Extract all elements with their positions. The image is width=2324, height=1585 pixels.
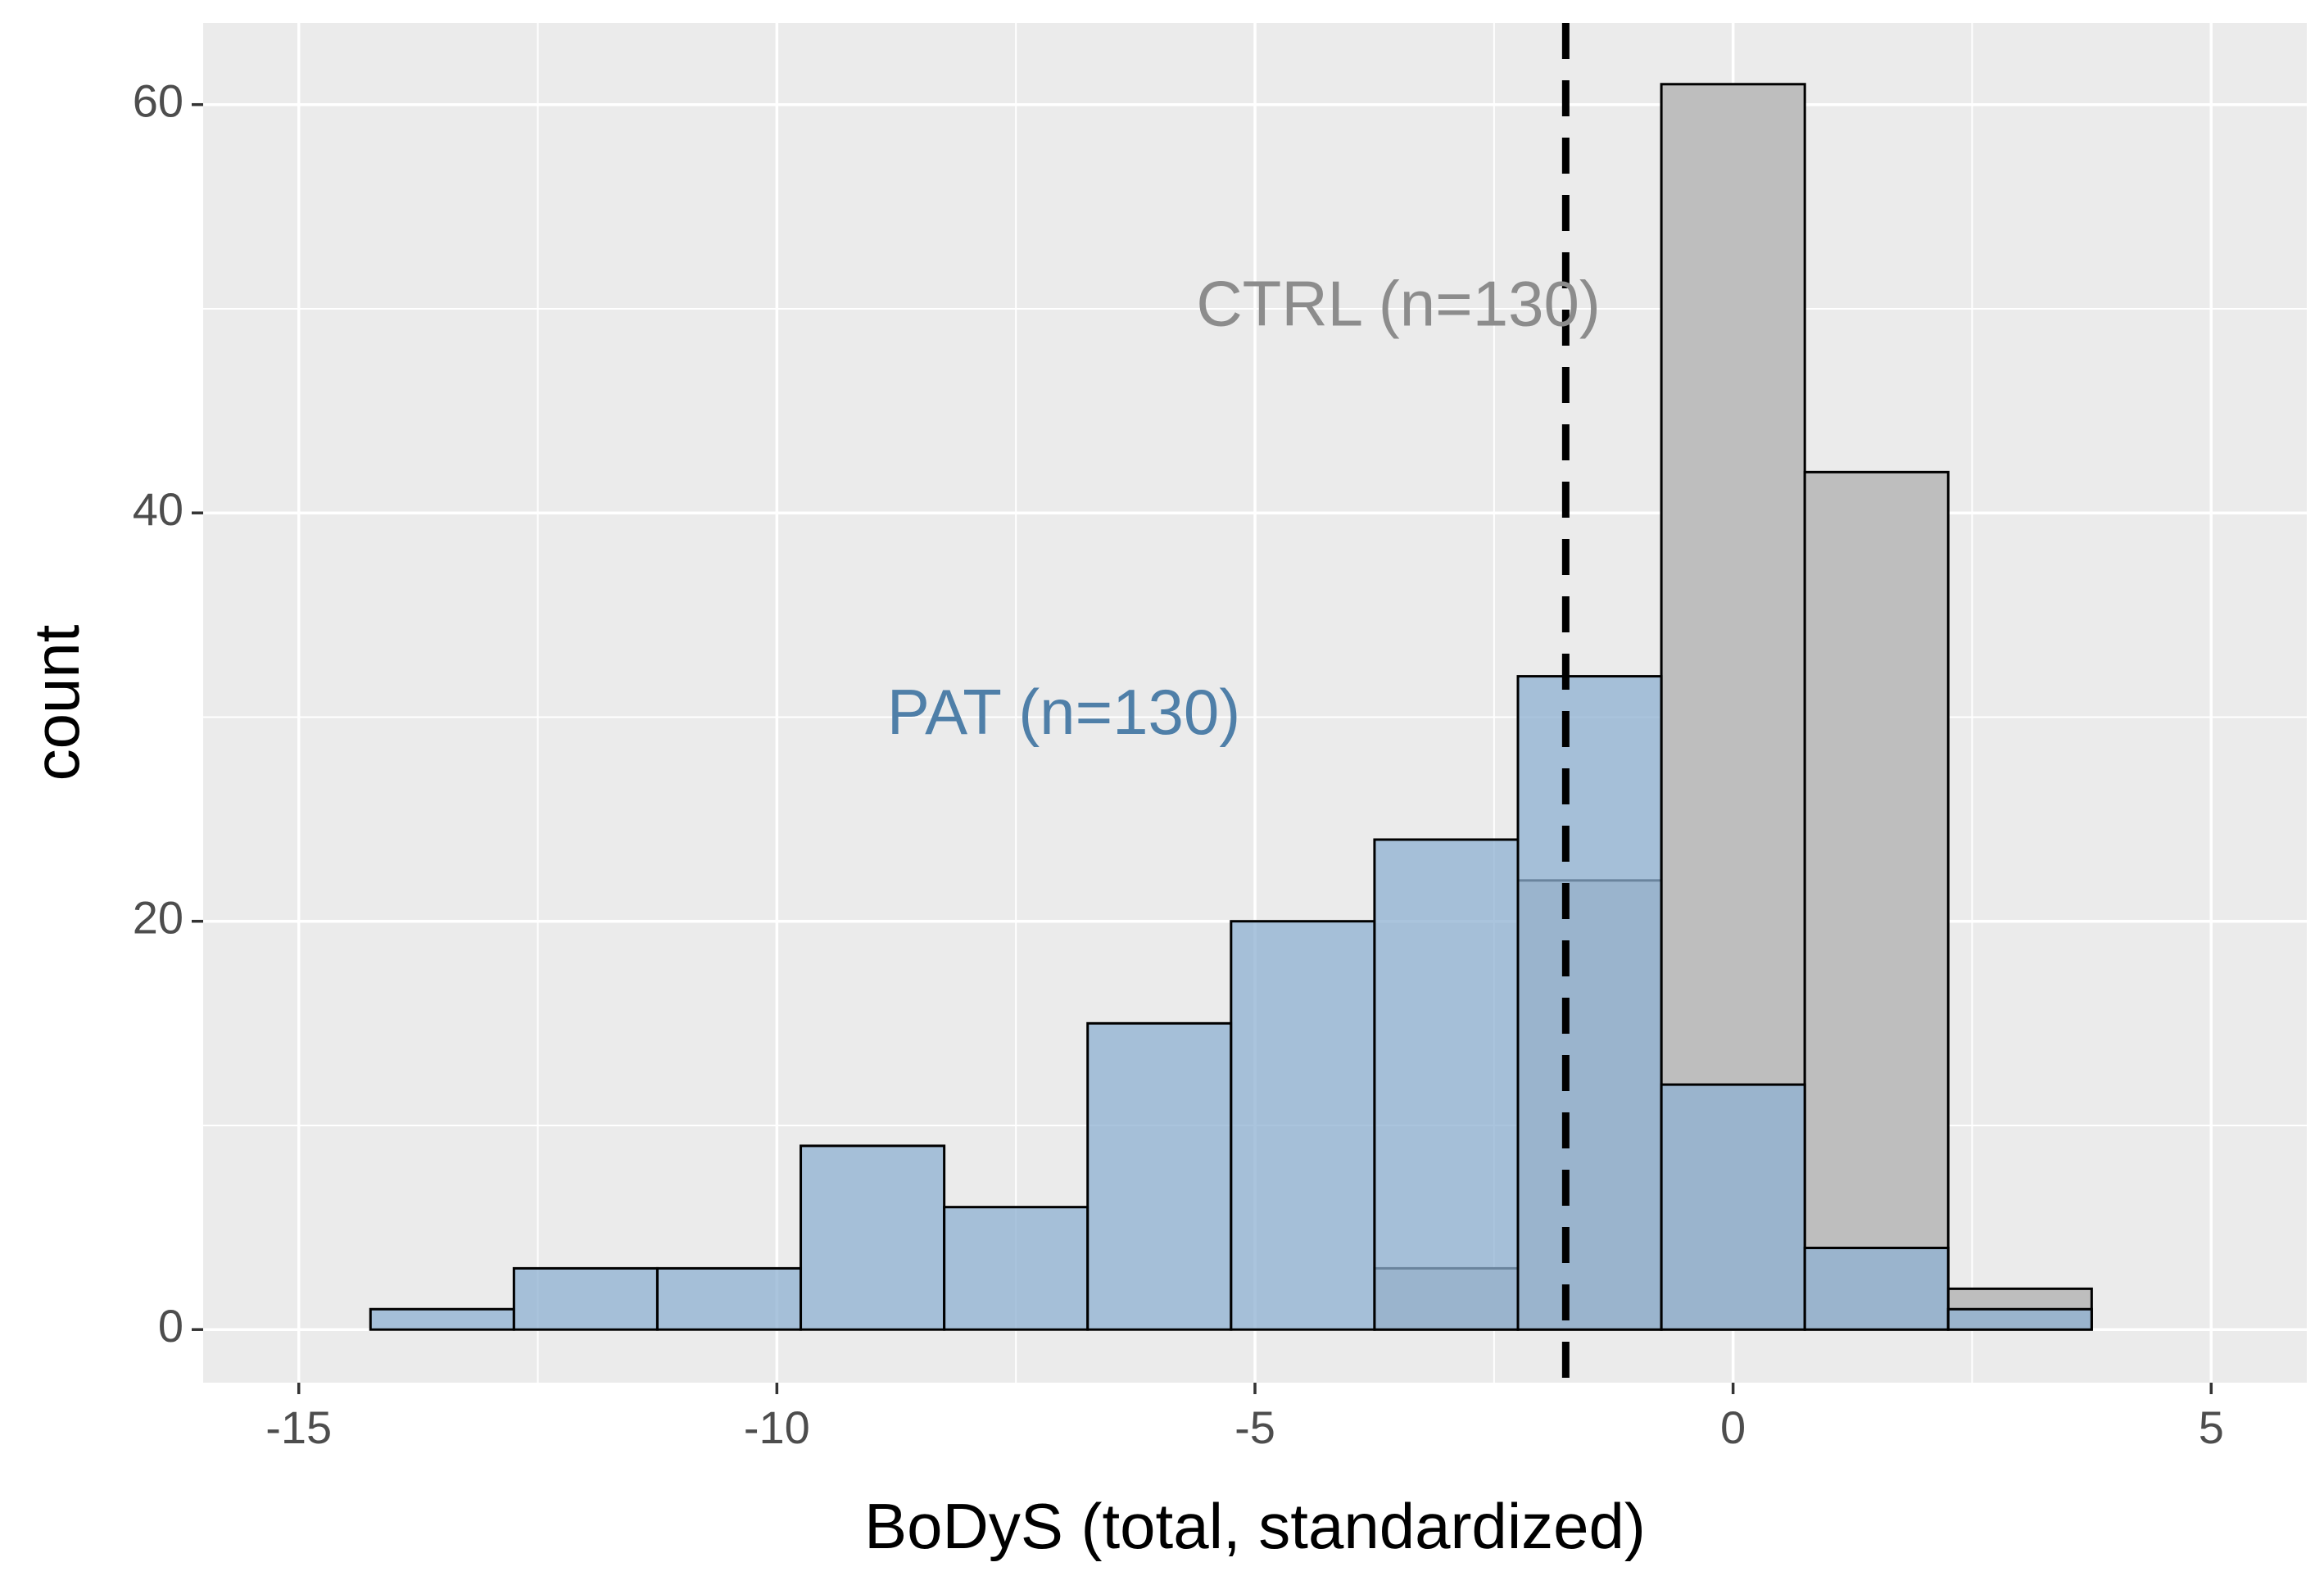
pat-count-label: PAT (n=130): [887, 676, 1240, 748]
pat-histogram-bar: [512, 1266, 659, 1331]
y-tick-label: 60: [133, 75, 183, 126]
x-tick-label: -10: [744, 1402, 810, 1453]
y-tick-label: 40: [133, 483, 183, 535]
x-axis: -15 -10 -5 0 5: [265, 1383, 2224, 1453]
pat-series: [369, 675, 2093, 1331]
pat-histogram-bar: [1086, 1021, 1233, 1331]
pat-histogram-bar: [655, 1266, 803, 1331]
pat-histogram-bar: [800, 1144, 946, 1331]
pat-histogram-bar: [369, 1307, 515, 1331]
pat-histogram-bar: [1946, 1307, 2093, 1331]
x-tick-label: 5: [2199, 1402, 2224, 1453]
y-axis: 0 20 40 60: [133, 75, 203, 1352]
y-tick-label: 20: [133, 891, 183, 943]
x-tick-label: -5: [1234, 1402, 1275, 1453]
ctrl-count-label: CTRL (n=130): [1196, 268, 1600, 340]
ctrl-histogram-bar: [1803, 470, 1950, 1331]
y-axis-title: count: [20, 624, 93, 781]
x-tick-label: 0: [1720, 1402, 1746, 1453]
y-tick-label: 0: [158, 1300, 183, 1352]
x-axis-title: BoDyS (total, standardized): [864, 1490, 1646, 1562]
pat-histogram-bar: [1373, 838, 1520, 1331]
annotations: CTRL (n=130) PAT (n=130): [887, 268, 1601, 748]
x-tick-label: -15: [265, 1402, 332, 1453]
pat-histogram-bar: [943, 1206, 1090, 1331]
pat-histogram-bar: [1516, 675, 1663, 1331]
pat-histogram-bar: [1803, 1246, 1950, 1331]
pat-histogram-bar: [1660, 1083, 1806, 1331]
pat-histogram-bar: [1230, 920, 1376, 1331]
